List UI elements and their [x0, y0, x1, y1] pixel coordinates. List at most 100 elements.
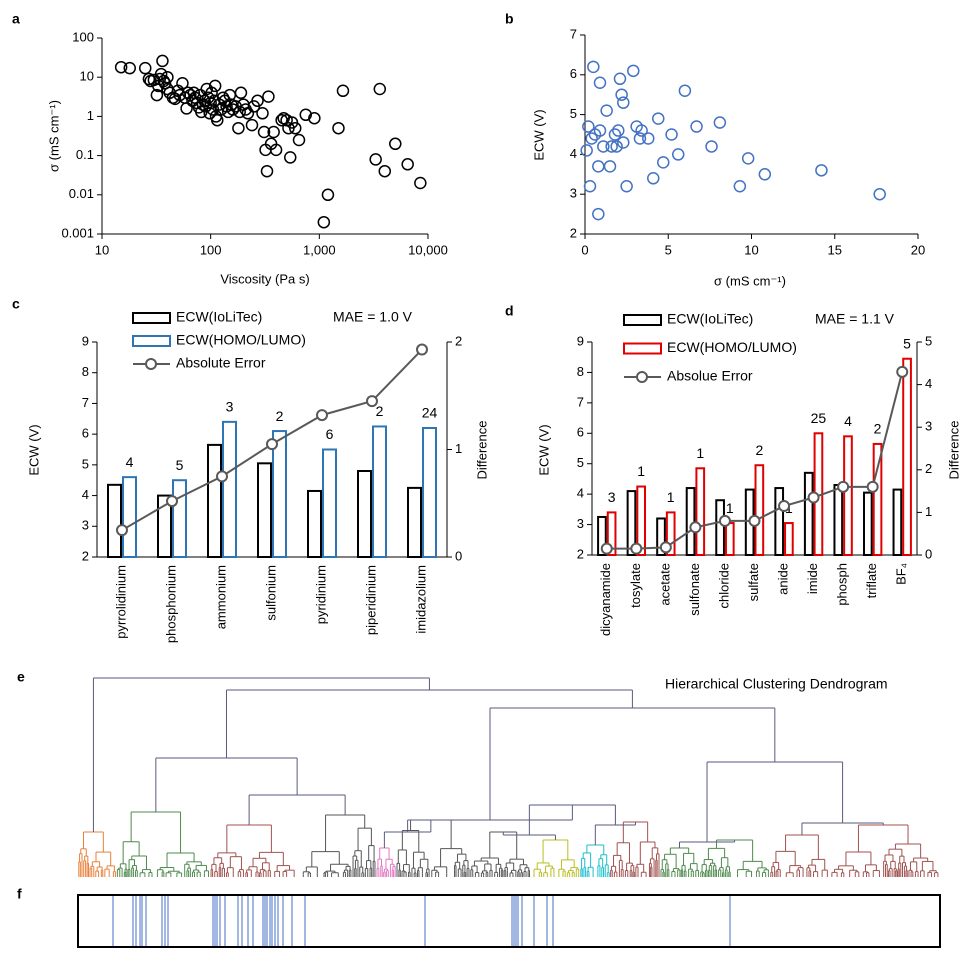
error-marker	[778, 500, 791, 513]
bar	[257, 462, 272, 559]
point	[373, 82, 387, 96]
bar	[774, 487, 785, 556]
bar	[843, 435, 853, 557]
legend-label: ECW(HOMO/LUMO)	[176, 332, 306, 348]
y-tick-label: 4	[577, 486, 584, 501]
bar	[372, 425, 387, 559]
annotation: 1	[726, 500, 734, 516]
error-marker	[837, 480, 850, 493]
error-marker	[166, 495, 178, 508]
bar	[685, 487, 696, 556]
y2-tick-label: 5	[925, 333, 932, 348]
error-marker	[659, 541, 672, 554]
x-tick-label: 1,000	[303, 242, 336, 257]
point	[308, 111, 321, 125]
point	[610, 140, 623, 153]
annotation: 3	[226, 399, 234, 415]
point	[678, 84, 692, 97]
panel-label: b	[505, 11, 514, 27]
point	[114, 60, 128, 74]
y-tick-label: 2	[82, 548, 89, 563]
legend-swatch	[145, 358, 157, 370]
y-tick-label: 7	[82, 395, 89, 410]
y-tick-label: 9	[577, 333, 584, 348]
point	[647, 172, 660, 185]
x-tick-label: 20	[911, 242, 925, 257]
legend-swatch	[623, 314, 662, 326]
y2-tick-label: 4	[925, 376, 932, 391]
error-marker	[316, 409, 328, 422]
bar	[357, 470, 372, 558]
point	[657, 156, 670, 169]
point	[208, 79, 222, 93]
y2-tick-label: 1	[925, 504, 932, 519]
x-tick-label: imidazolium	[413, 565, 428, 634]
annotation: 1	[696, 445, 704, 461]
point	[138, 61, 152, 75]
x-tick-label: tosylate	[628, 563, 643, 608]
y-tick-label: 0.01	[69, 186, 94, 201]
bar	[754, 464, 765, 556]
point	[180, 102, 193, 115]
point	[593, 124, 607, 137]
bar	[606, 511, 617, 557]
point	[592, 160, 605, 173]
bar	[207, 443, 222, 558]
panel-label: e	[17, 669, 25, 685]
point	[690, 120, 703, 133]
error-marker	[718, 514, 731, 527]
point	[603, 160, 617, 173]
point	[608, 128, 622, 141]
bar	[902, 357, 912, 556]
point	[150, 88, 164, 102]
x-tick-label: chloride	[716, 563, 731, 609]
y-tick-label: 6	[82, 426, 89, 441]
annotation: 2	[376, 403, 384, 419]
x-axis-title: Viscosity (Pa s)	[220, 271, 309, 286]
annotation: 1	[667, 489, 675, 505]
y-tick-label: 5	[570, 106, 577, 121]
point	[713, 116, 727, 129]
annotation: 1	[637, 463, 645, 479]
bar	[122, 476, 137, 558]
point	[241, 107, 255, 120]
y-tick-label: 8	[577, 364, 584, 379]
point	[260, 164, 274, 178]
bar	[803, 471, 814, 557]
y-tick-label: 1	[87, 108, 94, 123]
legend-swatch	[132, 335, 171, 347]
point	[269, 143, 283, 157]
error-marker	[896, 365, 909, 378]
point	[156, 54, 169, 68]
x-tick-label: sulfate	[746, 563, 761, 601]
point	[317, 215, 331, 229]
point	[733, 179, 747, 193]
point	[580, 144, 593, 157]
bar	[407, 486, 422, 558]
x-tick-label: anide	[775, 563, 790, 595]
point	[267, 125, 280, 139]
error-marker	[748, 514, 761, 527]
point	[585, 132, 598, 145]
y-tick-label: 5	[577, 455, 584, 470]
barcode-frame	[77, 894, 941, 948]
bar	[272, 430, 287, 559]
annotation: 25	[811, 410, 827, 426]
x-tick-label: 15	[828, 242, 842, 257]
point	[642, 132, 655, 145]
legend-swatch	[636, 371, 648, 383]
y-axis-title: ECW (V)	[536, 424, 551, 475]
x-tick-label: phosph	[835, 563, 850, 606]
bar	[222, 420, 237, 558]
annotation: 24	[422, 405, 438, 421]
y-tick-label: 4	[570, 146, 577, 161]
y-tick-label: 7	[577, 394, 584, 409]
point	[226, 103, 240, 116]
x-tick-label: 5	[665, 242, 672, 257]
point	[597, 140, 610, 153]
error-marker	[807, 491, 820, 504]
point	[332, 121, 345, 135]
point	[705, 140, 718, 153]
error-marker	[600, 542, 613, 555]
point	[299, 108, 313, 122]
